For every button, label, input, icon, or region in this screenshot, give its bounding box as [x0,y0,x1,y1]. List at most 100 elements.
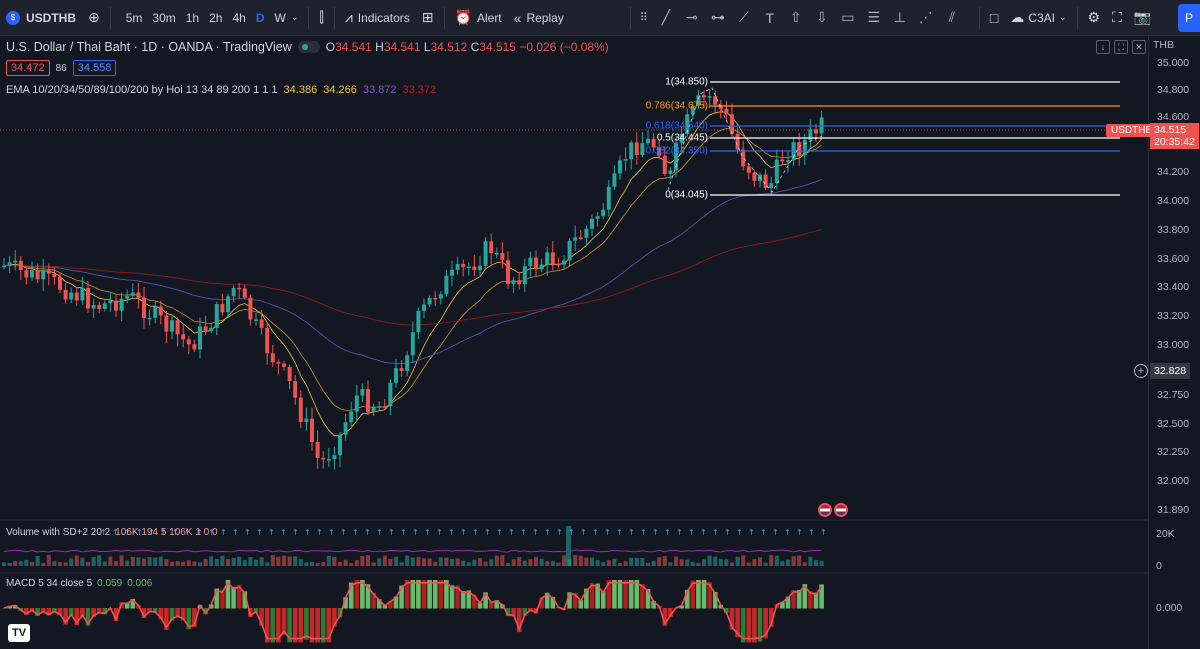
volume-bar [30,561,34,566]
volume-bar [298,559,303,566]
sell-price-button[interactable]: 34.472 [6,60,50,76]
macd-histogram-bar [477,602,483,609]
us-flag-event-icon[interactable] [818,503,832,517]
volume-arrow-marker: ↑ [136,528,143,537]
candle-body [674,142,678,171]
alert-button[interactable]: ⏰ Alert [449,0,508,36]
macd-histogram-bar [259,608,264,626]
macd-histogram-bar [645,589,651,609]
chart-canvas[interactable]: ↑ ↑ ↑ ↑ ↑ ↑ ↑ ↑ ↑ ↑ ↑ ↑ ↑ ↑ ↑ ↑ ↑ ↑ ↑ ↑ ↑ ↑ ↑ ↑ ↑ ↑ ↑ ↑ ↑ ↑ ↑ ↑ ↑ ↑ ↑ ↑ ↑ ↑ ↑ ↑… [0,36,1148,649]
divider [443,6,445,29]
macd-histogram-bar [752,608,757,643]
volume-bar [730,562,734,566]
volume-bar [483,561,488,566]
macd-histogram-bar [52,608,57,613]
macd-histogram-bar [500,604,505,609]
candle-body [265,327,270,354]
publish-button[interactable]: P [1178,4,1200,32]
timeframe-5m[interactable]: 5m [125,10,143,25]
candle-body [119,298,124,311]
timeframe-2h[interactable]: 2h [209,10,223,25]
chevron-down-icon[interactable]: ⌄ [290,12,299,22]
snapshot-button[interactable]: 📷 [1128,0,1157,36]
fullscreen-button[interactable]: ⛶ [1106,0,1128,36]
candle-body [349,411,354,423]
settings-button[interactable]: ⚙ [1082,0,1107,36]
horizontal-line-icon[interactable]: ⊶ [710,9,725,25]
macd-histogram-bar [12,605,18,609]
volume-bar [545,561,550,566]
candle-body [86,287,90,309]
horizontal-ray-icon[interactable]: ⊸ [685,9,698,25]
timeframe-1h[interactable]: 1h [185,10,200,25]
arrow-down-icon[interactable]: ⇩ [815,9,828,25]
plus-circle-icon: ⊕ [88,9,100,25]
market-status-icon[interactable] [297,41,320,53]
candle-body [203,326,208,331]
volume-bar [646,562,650,566]
volume-arrow-marker: ↑ [544,528,551,537]
buy-price-button[interactable]: 34.558 [72,60,117,76]
candle-body [573,237,578,241]
callout-icon[interactable]: ▭ [841,9,855,25]
arrow-down-icon[interactable]: ↓ [1096,40,1110,54]
volume-bar [410,557,415,566]
macd-histogram-bar [253,608,259,613]
templates-button[interactable]: ⊞ [416,0,440,36]
macd-histogram-bar [444,580,449,609]
layout-toggle-button[interactable]: □ [984,0,1004,36]
volume-arrow-marker: ↑ [484,528,491,537]
macd-histogram-bar [326,608,332,643]
layout-menu[interactable]: ☁ C3AI ⌄ [1004,0,1072,36]
timeframe-w[interactable]: W [274,10,286,25]
macd-histogram-bar [796,589,802,609]
candle-body [713,96,718,105]
volume-arrow-marker: ↑ [316,528,323,537]
macd-legend[interactable]: MACD 5 34 close 5 0.059 0.006 [6,578,152,589]
volume-bar [360,556,365,566]
tradingview-logo-icon[interactable]: TV [8,624,30,642]
crosshair-add-icon[interactable]: + [1134,364,1148,378]
timeframe-4h[interactable]: 4h [232,10,246,25]
symbol-search[interactable]: $ USDTHB [0,0,82,36]
drag-handle-icon[interactable]: ⠿ [639,12,648,24]
replay-button[interactable]: « Replay [508,0,570,36]
volume-bar [634,557,639,566]
volume-bar [517,556,522,566]
candle-body [802,139,807,156]
timeframe-d[interactable]: D [255,10,265,25]
arrow-up-icon[interactable]: ⇧ [789,9,802,25]
indicators-button[interactable]: ⩘ Indicators [339,0,416,36]
candle-body [158,306,163,316]
maximize-icon[interactable]: ⛶ [1114,40,1128,54]
parallel-channel-icon[interactable]: ⫽ [948,9,955,25]
candle-body [259,319,264,328]
macd-histogram-bar [242,591,248,609]
text-tool-icon[interactable]: T [765,9,775,26]
volume-bar [511,559,516,566]
volume-values: 106K 194 5 106K 1 0 0 [115,527,218,538]
us-flag-event-icon[interactable] [834,503,848,517]
candle-body [461,263,466,268]
timeframe-30m[interactable]: 30m [152,10,176,25]
compare-button[interactable]: ⊕ [82,0,106,36]
ema-legend[interactable]: EMA 10/20/34/50/89/100/200 by Hoi 13 34 … [6,84,609,96]
candle-body [97,305,102,309]
axis-price-label: 33.800 [1157,224,1190,236]
volume-bar [522,560,527,566]
camera-icon: 📷 [1133,9,1152,25]
price-range-icon[interactable]: ⊥ [893,9,906,25]
volume-bar [679,559,684,566]
macd-histogram-bar [746,608,752,643]
fib-level-label: 1(34.850) [665,76,708,88]
trend-line-icon[interactable]: ╱ [661,9,671,25]
chart-type-button[interactable]: ⫿ [313,0,329,36]
close-icon[interactable]: ✕ [1132,40,1146,54]
candle-body [562,260,566,265]
volume-legend[interactable]: Volume with SD+2 20 2 106K 194 5 106K 1 … [6,527,218,538]
macd-histogram-bar [292,608,298,643]
fib-retracement[interactable] [710,81,1120,196]
pitchfork-icon[interactable]: ⋰ [918,9,933,25]
path-icon[interactable]: ⟋ [738,9,749,25]
fib-retracement-icon[interactable]: ☰ [867,9,881,25]
